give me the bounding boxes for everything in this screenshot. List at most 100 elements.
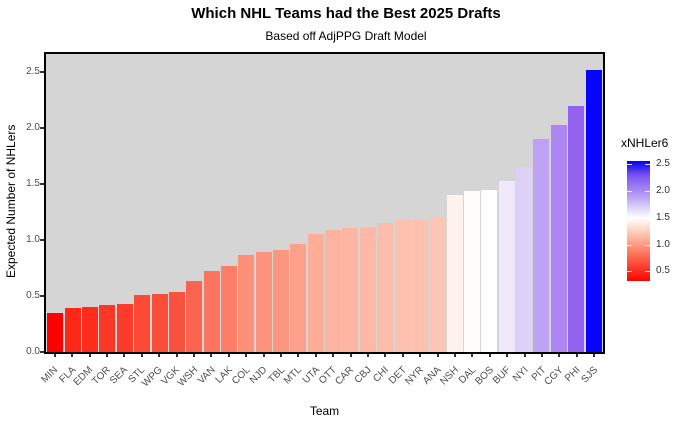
y-tick-label: 2.5 [26,66,40,77]
x-tick-mark [314,354,317,357]
x-tick-mark [541,354,544,357]
bar-WSH [186,281,203,352]
x-tick-label-LAK: LAK [213,364,235,386]
x-tick-mark [436,354,439,357]
x-tick-mark [558,354,561,357]
legend-tick-label: 0.5 [656,265,670,277]
legend-title: xNHLer6 [621,136,669,150]
bar-CHI [377,223,394,352]
bar-VAN [203,271,220,352]
chart-title: Which NHL Teams had the Best 2025 Drafts [191,5,501,22]
bar-MTL [290,244,307,352]
x-tick-mark [210,354,213,357]
x-tick-mark [88,354,91,357]
bar-COL [238,255,255,352]
y-tick-mark [40,127,44,129]
x-tick-mark [140,354,143,357]
bar-STL [134,295,151,352]
x-tick-mark [367,354,370,357]
x-tick-mark [71,354,74,357]
x-axis-labels: MIN FLA EDM TOR SEA STL WPG VGK WSH VAN LAK COL NJD T… [40,357,603,403]
bar-CBJ [359,227,376,352]
y-tick-mark [40,71,44,73]
legend-tick-mark [645,191,650,192]
plot-panel [44,52,605,354]
bar-NSH [446,195,463,352]
x-tick-mark [227,354,230,357]
x-tick-label-SJS: SJS [579,364,601,386]
bar-SEA [116,304,133,352]
x-tick-mark [192,354,195,357]
x-tick-label-DAL: DAL [456,364,479,387]
x-tick-label-MIN: MIN [39,364,61,386]
x-tick-label-VAN: VAN [195,364,218,387]
bar-WPG [151,294,168,352]
y-tick-mark [40,295,44,297]
bar-DAL [463,191,480,352]
x-tick-mark [175,354,178,357]
x-tick-mark [332,354,335,357]
x-tick-label-NYI: NYI [510,364,531,385]
x-tick-label-CHI: CHI [371,364,392,385]
x-tick-label-NJD: NJD [247,364,270,387]
x-axis-title: Team [309,404,340,418]
x-tick-label-MTL: MTL [282,364,305,387]
bar-FLA [64,308,81,352]
bar-SJS [585,70,602,352]
x-tick-mark [506,354,509,357]
bar-OTT [325,230,342,352]
y-tick-label: 0.0 [26,346,40,357]
bar-EDM [82,307,99,352]
x-tick-label-PHI: PHI [563,364,583,385]
legend-tick-label: 2.0 [656,185,670,196]
bar-VGK [168,292,185,352]
legend-tick-label: 1.5 [656,211,670,223]
bar-CGY [550,125,567,352]
x-tick-mark [454,354,457,357]
x-tick-mark [349,354,352,357]
y-tick-label: 0.5 [26,290,40,301]
bar-BUF [498,181,515,352]
legend-tick-label: 2.5 [656,158,670,170]
x-tick-mark [575,354,578,357]
y-tick-mark [40,239,44,241]
y-axis-title: Expected Number of NHLers [4,124,18,278]
legend-tick-mark [627,217,632,219]
bar-CAR [342,228,359,352]
x-tick-mark [158,354,161,357]
x-tick-mark [262,354,265,357]
chart-subtitle: Based off AdjPPG Draft Model [265,29,427,43]
x-tick-mark [471,354,474,357]
legend-tick-mark [645,217,650,219]
x-tick-label-CBJ: CBJ [352,364,374,386]
bar-TBL [273,250,290,352]
bar-MIN [47,313,64,352]
legend-tick-mark [627,244,632,246]
legend-tick-label: 1.0 [656,238,670,250]
x-tick-mark [593,354,596,357]
x-tick-mark [53,354,56,357]
bar-NYI [516,167,533,352]
legend-tick-mark [627,164,632,166]
x-tick-mark [401,354,404,357]
bar-UTA [307,234,324,352]
x-tick-mark [105,354,108,357]
y-tick-mark [40,183,44,185]
legend-gradient-bar [627,161,650,281]
bar-ANA [429,218,446,352]
bar-TOR [99,305,116,352]
legend-tick-mark [645,271,650,273]
legend-tick-mark [627,191,632,192]
x-tick-mark [245,354,248,357]
bars-container [46,54,603,352]
legend-tick-mark [627,271,632,273]
y-tick-mark [40,351,44,353]
x-tick-mark [279,354,282,357]
x-tick-mark [523,354,526,357]
bar-NJD [255,252,272,352]
bar-PIT [533,139,550,352]
y-tick-label: 1.0 [26,234,40,245]
x-tick-mark [297,354,300,357]
y-tick-label: 2.0 [26,122,40,133]
